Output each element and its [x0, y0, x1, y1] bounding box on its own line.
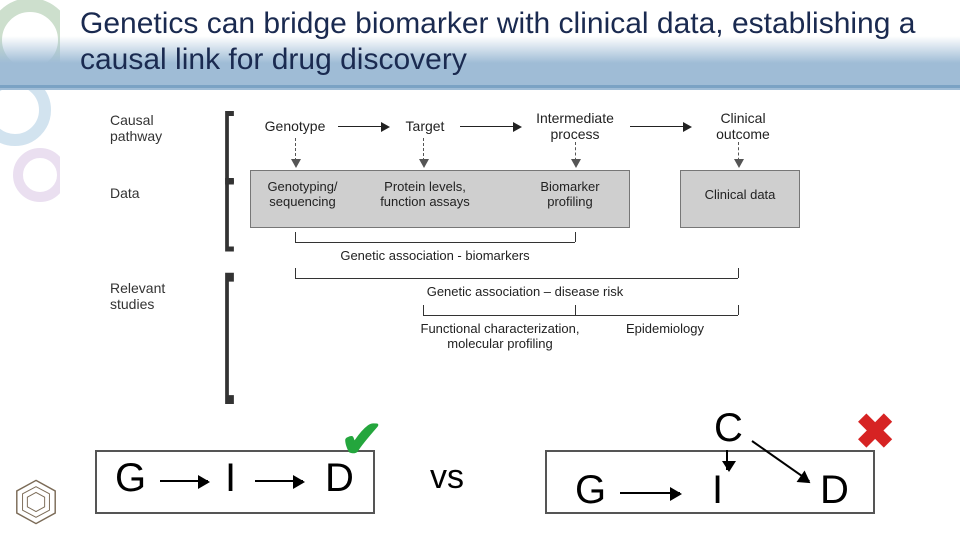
bracket-icon [575, 232, 576, 242]
dash-arrow-icon [423, 138, 424, 166]
node-G: G [115, 456, 146, 501]
node-I2: I [712, 468, 723, 513]
bracket-icon [575, 315, 738, 316]
node-clinical-outcome: Clinicaloutcome [698, 110, 788, 142]
causal-diagram: Causalpathway [ Data [ Relevantstudies [… [120, 100, 840, 370]
brace-icon: [ [222, 165, 234, 255]
study-assoc-disease: Genetic association – disease risk [400, 284, 650, 299]
check-icon: ✔ [340, 410, 384, 470]
data-protein: Protein levels,function assays [365, 180, 485, 210]
bracket-icon [575, 305, 576, 315]
arrow-icon [255, 480, 303, 482]
study-epidemiology: Epidemiology [610, 321, 720, 336]
study-functional: Functional characterization,molecular pr… [385, 321, 615, 351]
label-data: Data [110, 185, 220, 201]
node-D2: D [820, 468, 849, 513]
label-causal-pathway: Causalpathway [110, 112, 220, 144]
arrow-icon [620, 492, 680, 494]
data-genotyping: Genotyping/sequencing [255, 180, 350, 210]
bracket-icon [295, 278, 738, 279]
arrow-icon [630, 126, 690, 127]
bracket-icon [738, 305, 739, 315]
arrow-icon [338, 126, 388, 127]
dash-arrow-icon [738, 142, 739, 166]
study-assoc-biomarkers: Genetic association - biomarkers [320, 248, 550, 263]
arrow-icon [460, 126, 520, 127]
node-genotype: Genotype [255, 118, 335, 134]
slide: Genetics can bridge biomarker with clini… [0, 0, 960, 540]
arrow-down-icon [726, 450, 728, 470]
data-clinical: Clinical data [685, 188, 795, 203]
bracket-icon [423, 305, 424, 315]
node-intermediate: Intermediateprocess [525, 110, 625, 142]
bracket-icon [295, 242, 575, 243]
vs-label: vs [430, 458, 464, 497]
bracket-icon [738, 268, 739, 278]
node-C: C [714, 406, 743, 451]
logo-icon [12, 478, 60, 526]
model-comparison: G I D ✔ vs C G I D ✖ [0, 410, 960, 530]
bracket-icon [423, 315, 575, 316]
dash-arrow-icon [295, 138, 296, 166]
label-relevant-studies: Relevantstudies [110, 280, 220, 312]
cross-icon: ✖ [855, 404, 895, 460]
arrow-icon [160, 480, 208, 482]
dash-arrow-icon [575, 142, 576, 166]
node-G2: G [575, 468, 606, 513]
bracket-icon [295, 232, 296, 242]
brace-icon: [ [222, 250, 234, 410]
bracket-icon [295, 268, 296, 278]
data-biomarker: Biomarkerprofiling [520, 180, 620, 210]
node-target: Target [395, 118, 455, 134]
slide-title: Genetics can bridge biomarker with clini… [80, 6, 930, 78]
node-I: I [225, 456, 236, 501]
